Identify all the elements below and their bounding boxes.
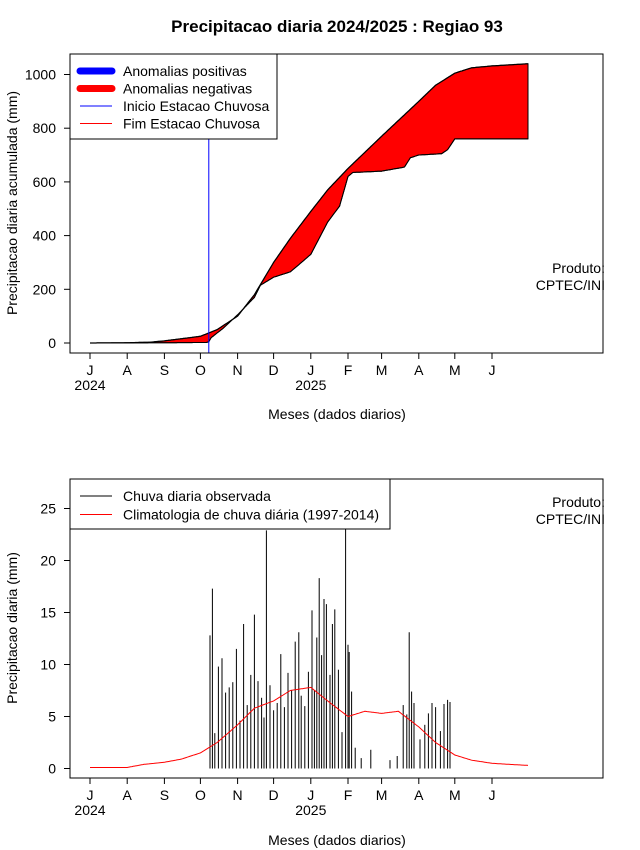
x-tick-label-bottom: S [160,787,169,803]
y-axis-label-bottom: Precipitacao diaria (mm) [4,552,20,704]
x-tick-label-bottom: F [344,787,353,803]
legend-label-bottom: Chuva diaria observada [123,488,271,504]
x-tick-label-bottom: A [123,787,133,803]
climatology-line [90,686,529,768]
year-label-top: 2024 [74,377,105,393]
legend-top: Anomalias positivas Anomalias negativasIn… [69,53,278,140]
climatology-daily-line [90,686,529,768]
x-tick-label-bottom: A [414,787,424,803]
x-tick-label-top: M [449,362,461,378]
product-source-top: CPTEC/INI [536,277,605,293]
daily-bars [209,489,451,769]
x-tick-label-bottom: N [233,787,243,803]
product-label-top: Produto: [552,260,605,276]
x-axis-label-bottom: Meses (dados diarios) [268,832,406,848]
y-tick-label-bottom: 20 [40,553,56,569]
x-tick-label-top: S [160,362,169,378]
year-label-top: 2025 [295,377,326,393]
x-tick-label-bottom: J [87,787,94,803]
legend-box-bottom [69,478,391,530]
y-tick-label-bottom: 10 [40,657,56,673]
x-tick-label-bottom: M [376,787,388,803]
y-tick-label-top: 800 [33,120,57,136]
x-tick-label-top: A [123,362,133,378]
legend-label-top: Inicio Estacao Chuvosa [123,98,270,114]
y-tick-label-bottom: 15 [40,605,56,621]
climatology-cumulative-line [90,63,528,344]
y-tick-label-top: 600 [33,174,57,190]
x-tick-label-bottom: D [269,787,279,803]
legend-bottom: Chuva diaria observada Climatologia de ch… [69,478,391,530]
product-source-bottom: CPTEC/INI [536,511,605,527]
x-tick-label-bottom: J [307,787,314,803]
x-tick-label-top: O [195,362,206,378]
chart-title: Precipitacao diaria 2024/2025 : Regiao 9… [171,17,503,36]
y-tick-label-bottom: 25 [40,501,56,517]
year-label-bottom: 2024 [74,802,105,818]
x-tick-label-top: J [307,362,314,378]
x-tick-label-bottom: O [195,787,206,803]
x-tick-label-bottom: M [449,787,461,803]
y-axis-top: 0 200 400 600 800 1000 [25,67,71,351]
x-tick-label-bottom: J [489,787,496,803]
y-tick-label-top: 200 [33,281,57,297]
x-tick-label-top: M [376,362,388,378]
y-axis-bottom: 0 5 10 15 20 25 [40,501,71,777]
observed-cumulative-line [90,138,528,344]
x-tick-label-top: D [269,362,279,378]
y-axis-label-top: Precipitacao diaria acumulada (mm) [4,91,20,315]
y-tick-label-bottom: 0 [48,761,56,777]
product-label-bottom: Produto: [552,494,605,510]
year-label-bottom: 2025 [295,802,326,818]
legend-label-top: Fim Estacao Chuvosa [123,116,260,132]
y-tick-label-bottom: 5 [48,709,56,725]
x-tick-label-top: A [414,362,424,378]
y-tick-label-top: 1000 [25,67,56,83]
x-tick-label-top: J [489,362,496,378]
legend-label-top: Anomalias negativas [123,81,252,97]
x-tick-label-top: N [233,362,243,378]
y-tick-label-top: 0 [48,335,56,351]
legend-label-bottom: Climatologia de chuva diária (1997-2014) [123,507,379,523]
x-tick-label-top: F [344,362,353,378]
x-tick-label-top: J [87,362,94,378]
legend-label-top: Anomalias positivas [123,63,247,79]
x-axis-label-top: Meses (dados diarios) [268,406,406,422]
y-tick-label-top: 400 [33,228,57,244]
